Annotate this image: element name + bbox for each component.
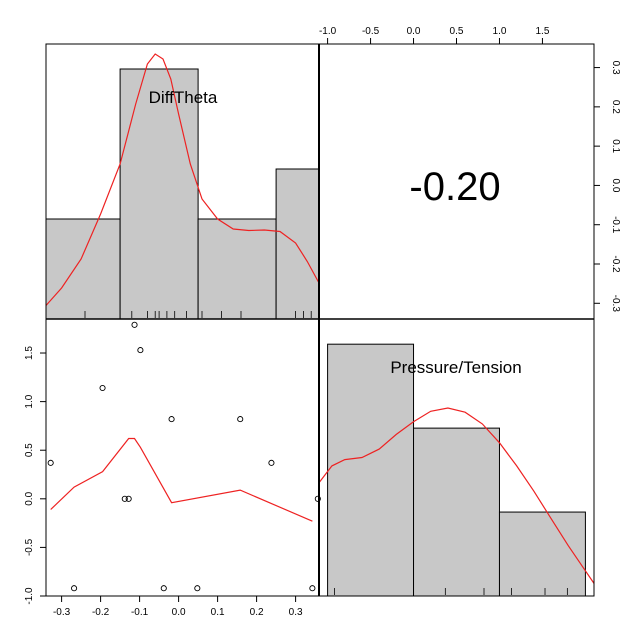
axis-left-tick-label: -0.5 bbox=[24, 538, 35, 556]
pressure-hist-bar bbox=[327, 343, 415, 597]
panel-pressure-histogram bbox=[318, 343, 595, 597]
axis-top-tick-label: 1.0 bbox=[493, 26, 507, 37]
axis-top-tick-label: 0.5 bbox=[450, 26, 464, 37]
scatter-point bbox=[47, 459, 54, 466]
axis-left-tick-label: 1.0 bbox=[24, 394, 35, 408]
difftheta-hist-bar bbox=[197, 218, 277, 320]
axis-right-tick-label: 0.2 bbox=[610, 100, 621, 114]
axis-bottom-tick-label: -0.1 bbox=[131, 607, 149, 618]
difftheta-hist-density-curve bbox=[45, 53, 320, 306]
axis-right: 0.3 0.2 0.1 0.0 -0.1 -0.2 -0.3 bbox=[593, 61, 621, 313]
axis-bottom-tick-label: 0.3 bbox=[289, 607, 303, 618]
axis-right-tick-label: 0.0 bbox=[610, 178, 621, 192]
scatter-point bbox=[168, 416, 175, 423]
panel-scatter bbox=[47, 321, 321, 592]
scatter-point bbox=[125, 495, 132, 502]
diag-label-pressure-tension: Pressure/Tension bbox=[390, 358, 521, 377]
scatter-point bbox=[314, 495, 321, 502]
axis-right-tick-label: -0.1 bbox=[610, 216, 621, 234]
scatter-point bbox=[194, 585, 201, 592]
axis-left: 1.5 1.0 0.5 0.0 -0.5 -1.0 bbox=[24, 346, 47, 605]
scatter-point bbox=[137, 347, 144, 354]
axis-top: -1.0 -0.5 0.0 0.5 1.0 1.5 bbox=[319, 26, 550, 45]
difftheta-hist-bar bbox=[119, 68, 199, 320]
axis-right-tick-label: 0.3 bbox=[610, 61, 621, 75]
scatter-point bbox=[268, 459, 275, 466]
scatter-point bbox=[237, 416, 244, 423]
scatter-point bbox=[160, 585, 167, 592]
axis-left-tick-label: 0.0 bbox=[24, 491, 35, 505]
difftheta-hist-bar bbox=[45, 218, 121, 320]
axis-left-tick-label: 0.5 bbox=[24, 443, 35, 457]
axis-bottom-tick-label: -0.2 bbox=[92, 607, 110, 618]
axis-bottom-tick-label: 0.2 bbox=[250, 607, 264, 618]
axis-left-tick-label: -1.0 bbox=[24, 587, 35, 605]
axis-right-tick-label: 0.1 bbox=[610, 139, 621, 153]
axis-bottom-tick-label: 0.1 bbox=[211, 607, 225, 618]
scatter-point bbox=[131, 321, 138, 328]
correlation-value: -0.20 bbox=[409, 165, 500, 209]
axis-left-tick-label: 1.5 bbox=[24, 346, 35, 360]
diag-label-difftheta: DiffTheta bbox=[149, 88, 218, 107]
scatter-point bbox=[121, 495, 128, 502]
axis-bottom: -0.3 -0.2 -0.1 0.0 0.1 0.2 0.3 bbox=[53, 595, 303, 618]
panel-frame bbox=[45, 318, 320, 597]
axis-top-tick-label: -0.5 bbox=[362, 26, 380, 37]
panel-diffTheta-histogram bbox=[45, 53, 320, 320]
scatter-point bbox=[309, 585, 316, 592]
axis-bottom-tick-label: 0.0 bbox=[172, 607, 186, 618]
axis-top-tick-label: -1.0 bbox=[319, 26, 337, 37]
axis-right-tick-label: -0.3 bbox=[610, 295, 621, 313]
axis-bottom-tick-label: -0.3 bbox=[53, 607, 71, 618]
pressure-hist-bar bbox=[413, 427, 500, 597]
scatter-point bbox=[71, 585, 78, 592]
axis-right-tick-label: -0.2 bbox=[610, 255, 621, 273]
difftheta-hist-bar bbox=[275, 168, 320, 320]
scatter-point bbox=[99, 384, 106, 392]
axis-top-tick-label: 0.0 bbox=[407, 26, 421, 37]
scatter-smooth-line bbox=[50, 437, 313, 522]
pressure-hist-bar bbox=[498, 511, 586, 597]
axis-top-tick-label: 1.5 bbox=[535, 26, 549, 37]
pressure-hist-density-curve bbox=[318, 407, 595, 584]
